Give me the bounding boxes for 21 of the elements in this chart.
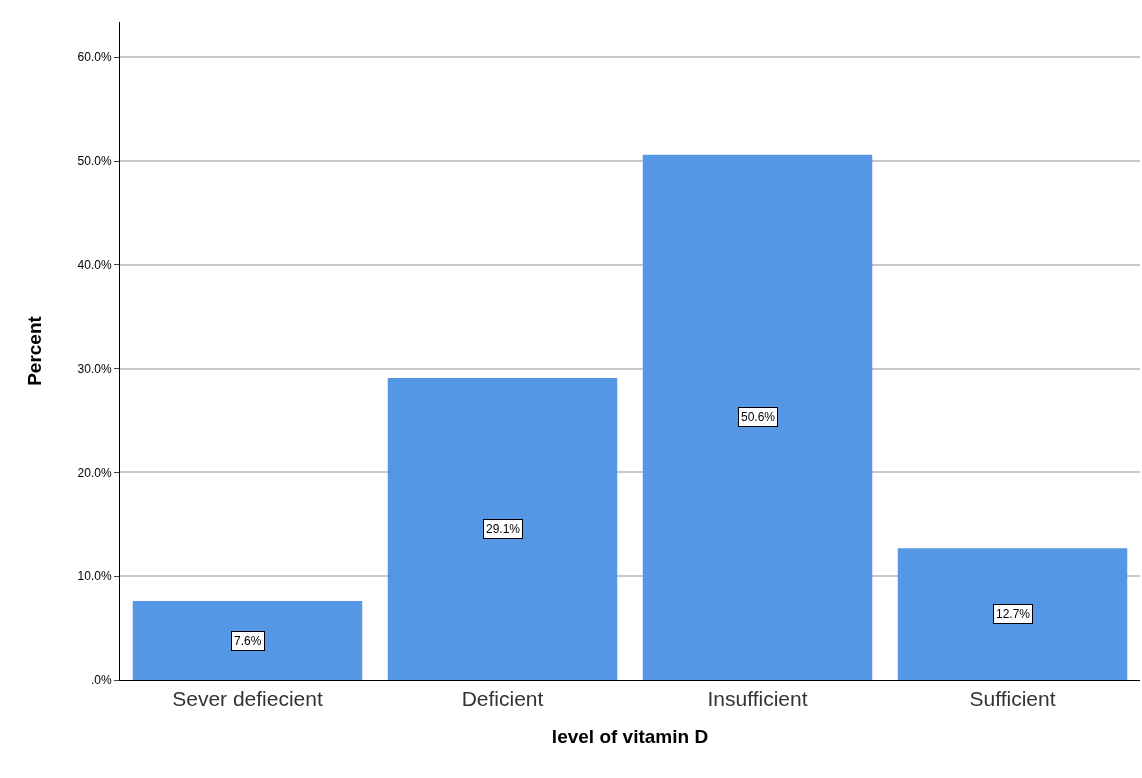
data-label: 7.6% xyxy=(234,634,262,648)
bar xyxy=(642,154,873,680)
x-tick-label: Insufficient xyxy=(707,687,808,711)
x-tick-label: Sever defiecient xyxy=(172,687,323,711)
y-tick-label: .0% xyxy=(90,673,112,688)
data-label: 12.7% xyxy=(996,607,1031,621)
x-tick-label: Sufficient xyxy=(969,687,1056,711)
x-axis-title: level of vitamin D xyxy=(551,726,709,747)
x-tick-label: Deficient xyxy=(461,687,544,711)
bar xyxy=(897,548,1128,680)
y-tick-label: 10.0% xyxy=(77,569,112,584)
bar xyxy=(132,601,363,680)
y-tick-label: 50.0% xyxy=(77,154,112,169)
y-tick-label: 20.0% xyxy=(77,465,112,480)
data-label: 29.1% xyxy=(486,522,521,536)
bar xyxy=(387,377,618,680)
y-axis-title: Percent xyxy=(24,315,46,386)
y-tick-label: 40.0% xyxy=(77,258,112,273)
data-label: 50.6% xyxy=(741,410,776,424)
y-tick-label: 30.0% xyxy=(77,361,112,376)
y-tick-label: 60.0% xyxy=(77,50,112,65)
